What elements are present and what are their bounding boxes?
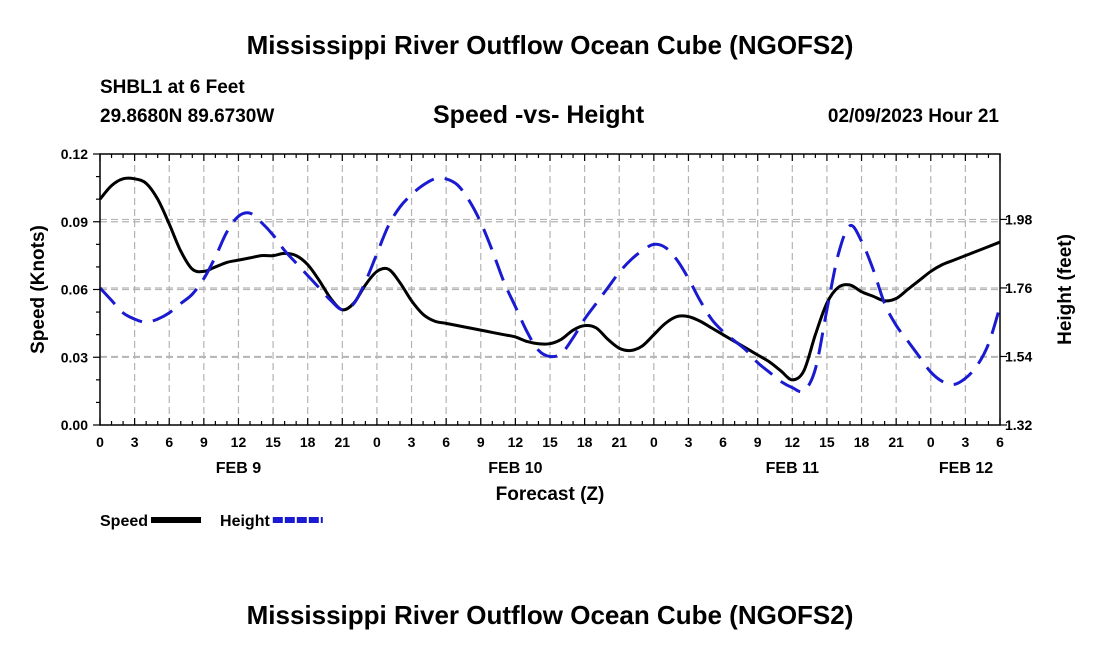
x-tick-label: 12: [231, 434, 247, 450]
x-tick-label: 3: [685, 434, 693, 450]
y-axis-title: Speed (Knots): [28, 225, 49, 354]
x-tick-label: 3: [961, 434, 969, 450]
station-coordinates: 29.8680N 89.6730W: [100, 106, 275, 127]
speed-height-chart: 0 3 6 9 12 15 18 21 0 3 6 9 12 15 18 21 0 3 6 9 12 15 18 21 0 3 6F…: [28, 146, 1076, 530]
series-line-height: [98, 176, 1002, 394]
x-tick-label: 21: [335, 434, 351, 450]
page-title: Mississippi River Outflow Ocean Cube (NG…: [246, 30, 854, 60]
x-tick-label: 6: [719, 434, 727, 450]
y-tick-label: 0.06: [61, 282, 88, 298]
x-tick-label: 6: [996, 434, 1004, 450]
axes-layer: [93, 153, 1007, 426]
x-tick-label: 12: [785, 434, 801, 450]
y-tick-label: 0.12: [61, 146, 88, 162]
station-label: SHBL1 at 6 Feet: [100, 77, 245, 98]
x-tick-label: 0: [650, 434, 658, 450]
legend-label-speed: Speed: [100, 513, 148, 530]
grid-layer: [100, 154, 1000, 425]
x-tick-label: 21: [888, 434, 904, 450]
chart-subtitle: Speed -vs- Height: [433, 101, 645, 129]
x-day-label: FEB 9: [216, 460, 261, 477]
forecast-datetime: 02/09/2023 Hour 21: [827, 106, 999, 127]
x-tick-label: 18: [577, 434, 593, 450]
x-tick-label: 9: [754, 434, 762, 450]
x-day-label: FEB 12: [939, 460, 993, 477]
x-tick-label: 15: [819, 434, 835, 450]
y-tick-label: 0.09: [61, 214, 88, 230]
x-tick-label: 0: [96, 434, 104, 450]
y-right-tick-label: 1.54: [1005, 348, 1032, 364]
x-tick-label: 0: [927, 434, 935, 450]
labels-layer: 0 3 6 9 12 15 18 21 0 3 6 9 12 15 18 21 0 3 6 9 12 15 18 21 0 3 6F…: [28, 146, 1076, 505]
x-axis-title: Forecast (Z): [496, 484, 605, 505]
x-tick-label: 12: [508, 434, 524, 450]
x-tick-label: 18: [300, 434, 316, 450]
x-tick-label: 9: [477, 434, 485, 450]
y-right-tick-label: 1.76: [1005, 280, 1032, 296]
x-tick-label: 0: [373, 434, 381, 450]
x-day-label: FEB 11: [766, 460, 819, 477]
x-tick-label: 15: [542, 434, 558, 450]
y-tick-label: 0.03: [61, 349, 88, 365]
x-day-label: FEB 10: [488, 460, 542, 477]
x-tick-label: 15: [265, 434, 281, 450]
x-tick-label: 3: [131, 434, 139, 450]
series-line-speed: [98, 176, 1001, 382]
x-tick-label: 6: [165, 434, 173, 450]
series-layer: [98, 176, 1002, 394]
y-axis-title-right: Height (feet): [1055, 234, 1076, 345]
legend-layer: Speed Height: [100, 513, 323, 530]
page-title-bottom: Mississippi River Outflow Ocean Cube (NG…: [246, 600, 854, 630]
y-right-tick-label: 1.32: [1005, 417, 1032, 433]
x-tick-label: 3: [408, 434, 416, 450]
y-tick-label: 0.00: [61, 417, 88, 433]
x-tick-label: 18: [854, 434, 870, 450]
y-right-tick-label: 1.98: [1005, 211, 1032, 227]
x-tick-label: 9: [200, 434, 208, 450]
x-tick-label: 21: [611, 434, 627, 450]
legend-label-height: Height: [220, 513, 270, 530]
x-tick-label: 6: [442, 434, 450, 450]
